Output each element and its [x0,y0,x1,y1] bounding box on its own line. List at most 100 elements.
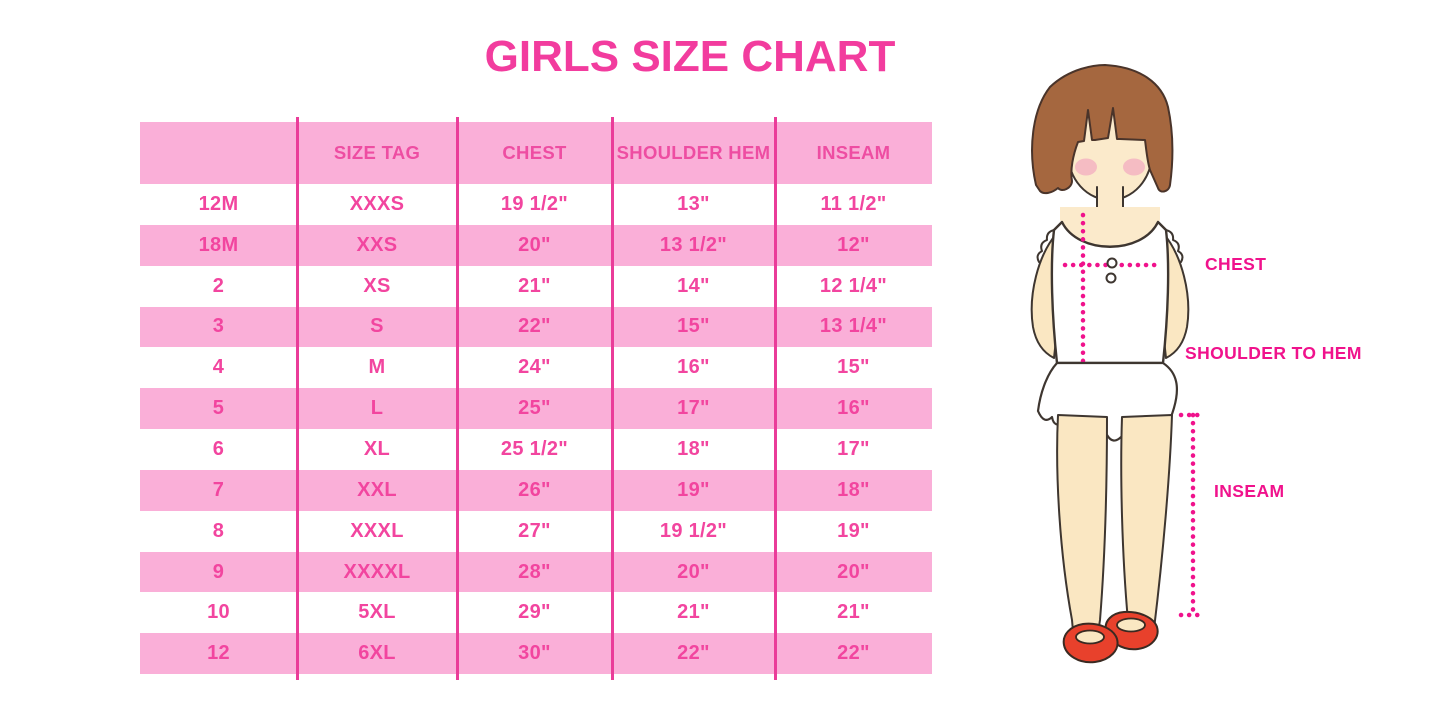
table-cell: 26" [518,478,551,501]
button-top [1106,257,1118,269]
table-cell: 20" [837,560,870,583]
table-cell: 15" [677,315,710,338]
table-cell: 12 1/4" [819,274,888,297]
figure-right-leg [1120,414,1173,632]
table-cell: 4 [212,356,225,379]
table-cell: 25 1/2" [500,437,569,460]
table-cell: XXXL [350,519,404,542]
table-cell: 14" [677,274,710,297]
figure-left-leg [1056,414,1108,634]
table-cell: 13 1/4" [819,315,888,338]
table-cell: M [368,356,386,379]
column-divider [610,117,614,680]
blush-left [1075,158,1097,176]
table-cell: 17" [677,397,710,420]
table-cell: 27" [518,519,551,542]
inseam-measure-line [1178,412,1208,618]
table-cell: 19" [837,519,870,542]
blush-right [1123,158,1145,176]
column-header: SHOULDER HEM [616,142,771,163]
table-row: 5 L 25" 17" 16" [140,388,932,430]
column-header: SIZE TAG [333,142,421,163]
table-cell: 12M [198,192,239,215]
table-cell: 9 [212,560,225,583]
table-cell: 3 [212,315,225,338]
table-row: 3 S 22" 15" 13 1/4" [140,306,932,348]
figure-chest-skin [1060,207,1160,247]
table-header-row: SIZE TAG CHEST SHOULDER HEM INSEAM [140,122,932,184]
table-cell: 21" [518,274,551,297]
table-cell: 11 1/2" [820,192,887,215]
table-cell: 2 [212,274,225,297]
table-cell: 22" [837,642,870,665]
column-divider [295,117,299,680]
table-cell: 28" [518,560,551,583]
table-row: 12M XXXS 19 1/2" 13" 11 1/2" [140,184,932,225]
table-cell: 22" [677,642,710,665]
table-cell: 6 [212,437,225,460]
table-cell: 24" [518,356,551,379]
table-cell: 8 [212,519,225,542]
table-row: 12 6XL 30" 22" 22" [140,633,932,675]
left-shoe [1062,622,1119,664]
table-cell: 30" [518,642,551,665]
table-cell: 6XL [358,642,396,665]
table-cell: 10 [207,601,230,624]
table-cell: 13 1/2" [659,233,728,256]
table-cell: 16" [837,397,870,420]
table-cell: 12 [207,642,230,665]
table-cell: 5XL [358,601,396,624]
table-row: 9 XXXXL 28" 20" 20" [140,551,932,593]
table-cell: 18M [198,233,239,256]
table-cell: 12" [837,233,870,256]
column-header [140,122,297,184]
figure-ruffle-right [1165,229,1184,263]
table-cell: 19 1/2" [659,519,728,542]
table-cell: 25" [518,397,551,420]
table-cell: XXXXL [343,560,411,583]
table-cell: XXXS [349,192,405,215]
table-row: 10 5XL 29" 21" 21" [140,592,932,634]
table-cell: 13" [677,192,710,215]
table-cell: XL [363,437,391,460]
column-header: CHEST [502,142,567,163]
table-cell: 29" [518,601,551,624]
figure-ruffle-left [1036,229,1055,263]
table-cell: XXS [356,233,398,256]
table-cell: XXL [357,478,397,501]
table-row: 4 M 24" 16" 15" [140,347,932,389]
inseam-label: INSEAM [1214,481,1285,501]
table-cell: 21" [837,601,870,624]
column-divider [455,117,459,680]
column-divider [773,117,777,680]
table-cell: 21" [677,601,710,624]
table-cell: 18" [677,437,710,460]
table-row: 6 XL 25 1/2" 18" 17" [140,429,932,470]
size-chart-table: SIZE TAG CHEST SHOULDER HEM INSEAM 12M XXXS 1… [140,117,932,680]
table-row: 8 XXXL 27" 19 1/2" 19" [140,510,932,552]
table-cell: 20" [677,560,710,583]
right-shoe [1104,610,1159,651]
table-cell: 19" [677,478,710,501]
table-cell: 16" [677,356,710,379]
table-cell: 17" [837,437,870,460]
chest-label: CHEST [1205,254,1267,274]
shoulder-to-hem-label: SHOULDER TO HEM [1185,343,1362,363]
table-cell: L [370,397,384,420]
table-cell: 20" [518,233,551,256]
button-bottom [1105,272,1117,284]
page-title: GIRLS SIZE CHART [484,32,896,81]
table-cell: 22" [518,315,551,338]
table-cell: 19 1/2" [500,192,569,215]
table-cell: 5 [212,397,225,420]
table-cell: 7 [212,478,225,501]
girl-illustration [1030,64,1208,664]
table-row: 7 XXL 26" 19" 18" [140,469,932,511]
table-cell: 18" [837,478,870,501]
table-cell: S [370,315,384,338]
table-cell: 15" [837,356,870,379]
table-row: 2 XS 21" 14" 12 1/4" [140,265,932,307]
table-row: 18M XXS 20" 13 1/2" 12" [140,224,932,266]
column-header: INSEAM [816,142,891,163]
